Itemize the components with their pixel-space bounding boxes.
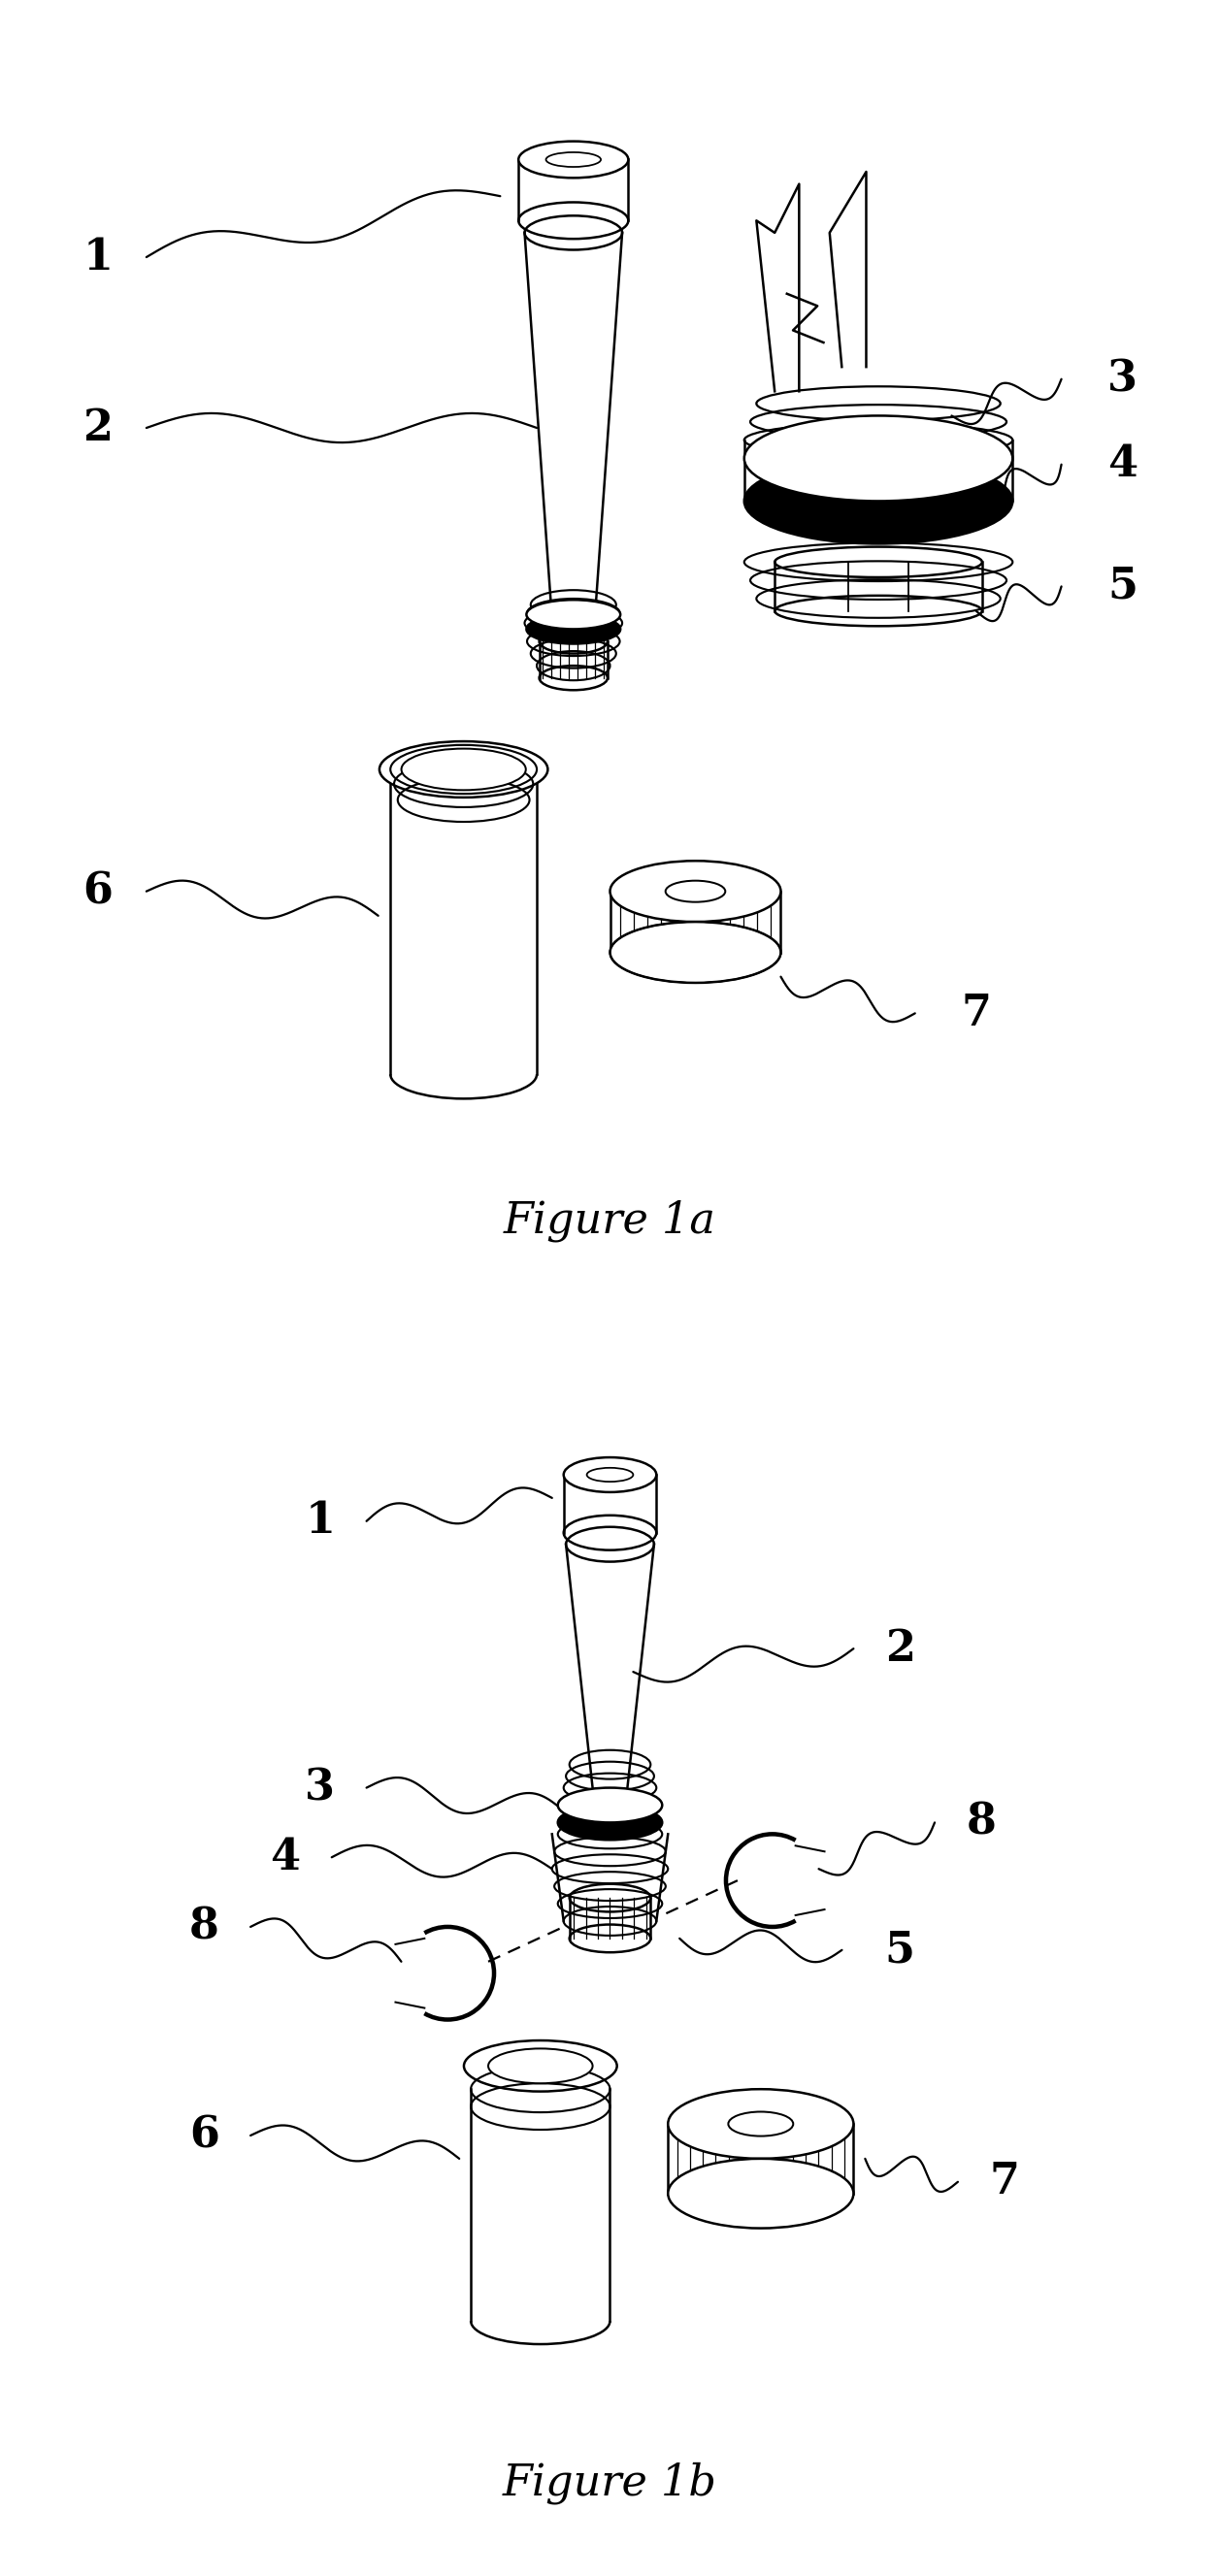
Ellipse shape xyxy=(527,600,620,629)
Ellipse shape xyxy=(401,750,526,791)
Ellipse shape xyxy=(518,142,628,178)
Polygon shape xyxy=(566,1546,654,1788)
Text: 2: 2 xyxy=(884,1628,915,1669)
Text: Figure 1a: Figure 1a xyxy=(504,1200,716,1242)
Ellipse shape xyxy=(379,742,548,799)
Polygon shape xyxy=(471,2089,610,2321)
Ellipse shape xyxy=(566,1528,654,1561)
Ellipse shape xyxy=(610,922,781,984)
Text: 3: 3 xyxy=(1108,358,1137,399)
Ellipse shape xyxy=(558,1806,662,1839)
Text: 1: 1 xyxy=(83,237,112,278)
Text: 4: 4 xyxy=(270,1837,300,1878)
Text: 6: 6 xyxy=(189,2115,220,2156)
Text: 6: 6 xyxy=(83,871,112,912)
Text: 2: 2 xyxy=(83,407,112,448)
Ellipse shape xyxy=(488,2048,593,2084)
Polygon shape xyxy=(390,781,537,1074)
Text: 8: 8 xyxy=(966,1801,996,1844)
Ellipse shape xyxy=(744,415,1013,502)
Ellipse shape xyxy=(525,216,622,250)
Ellipse shape xyxy=(558,1788,662,1824)
Text: 7: 7 xyxy=(961,992,991,1033)
Text: 8: 8 xyxy=(189,1906,220,1947)
Ellipse shape xyxy=(669,2089,854,2159)
Text: 7: 7 xyxy=(989,2161,1019,2202)
Ellipse shape xyxy=(564,1458,656,1492)
Polygon shape xyxy=(525,232,622,611)
Ellipse shape xyxy=(464,2040,617,2092)
Text: Figure 1b: Figure 1b xyxy=(503,2463,717,2504)
Text: 5: 5 xyxy=(1108,567,1137,608)
Ellipse shape xyxy=(669,2159,854,2228)
Text: 3: 3 xyxy=(305,1767,336,1808)
Ellipse shape xyxy=(744,459,1013,544)
Text: 5: 5 xyxy=(884,1929,915,1971)
Text: 4: 4 xyxy=(1108,443,1137,484)
Text: 1: 1 xyxy=(305,1499,336,1543)
Ellipse shape xyxy=(610,860,781,922)
Ellipse shape xyxy=(527,616,620,644)
